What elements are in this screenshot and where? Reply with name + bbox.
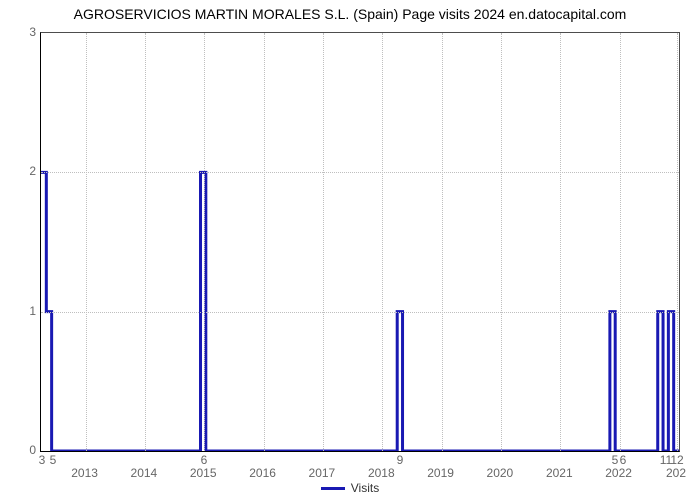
gridline-vertical (382, 33, 383, 451)
gridline-vertical (145, 33, 146, 451)
x-tick-label: 2016 (249, 466, 276, 480)
x-tick-label: 2020 (487, 466, 514, 480)
gridline-vertical (442, 33, 443, 451)
x-tick-label: 2014 (131, 466, 158, 480)
chart-title: AGROSERVICIOS MARTIN MORALES S.L. (Spain… (0, 6, 700, 22)
x-tick-label: 2021 (546, 466, 573, 480)
x-minor-label: 5 (50, 453, 57, 467)
x-tick-label: 202 (666, 466, 686, 480)
x-tick-label: 2017 (309, 466, 336, 480)
x-minor-label: 5 (612, 453, 619, 467)
y-tick-label: 2 (18, 164, 36, 178)
x-minor-label: 12 (670, 453, 683, 467)
x-tick-label: 2019 (427, 466, 454, 480)
gridline-vertical (620, 33, 621, 451)
gridline-vertical (204, 33, 205, 451)
y-tick-label: 1 (18, 304, 36, 318)
x-tick-label: 2015 (190, 466, 217, 480)
gridline-vertical (264, 33, 265, 451)
line-chart-svg (41, 33, 679, 451)
gridline-horizontal (41, 172, 679, 173)
gridline-horizontal (41, 312, 679, 313)
gridline-vertical (86, 33, 87, 451)
gridline-vertical (323, 33, 324, 451)
legend-label: Visits (351, 481, 379, 495)
x-minor-label: 9 (397, 453, 404, 467)
legend-swatch (321, 487, 345, 490)
x-tick-label: 2018 (368, 466, 395, 480)
gridline-vertical (560, 33, 561, 451)
y-tick-label: 3 (18, 25, 36, 39)
plot-area (40, 32, 680, 452)
chart-container: AGROSERVICIOS MARTIN MORALES S.L. (Spain… (0, 0, 700, 500)
gridline-vertical (501, 33, 502, 451)
x-tick-label: 2022 (605, 466, 632, 480)
gridline-vertical (677, 33, 678, 451)
y-tick-label: 0 (18, 443, 36, 457)
legend: Visits (0, 477, 700, 496)
x-tick-label: 2013 (71, 466, 98, 480)
x-minor-label: 6 (201, 453, 208, 467)
x-minor-label: 3 (39, 453, 46, 467)
x-minor-label: 6 (620, 453, 627, 467)
